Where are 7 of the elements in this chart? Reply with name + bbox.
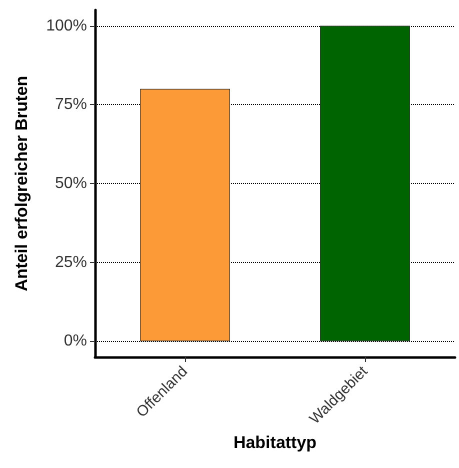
y-tick-label: 25%	[54, 254, 87, 271]
x-axis-title: Habitattyp	[233, 432, 317, 452]
y-tick-label: 50%	[54, 175, 87, 192]
y-tick-label: 100%	[46, 17, 87, 34]
y-tick-label: 75%	[54, 96, 87, 114]
y-tick-label: 0%	[64, 332, 87, 350]
y-axis-title: Anteil erfolgreicher Bruten	[12, 76, 31, 292]
